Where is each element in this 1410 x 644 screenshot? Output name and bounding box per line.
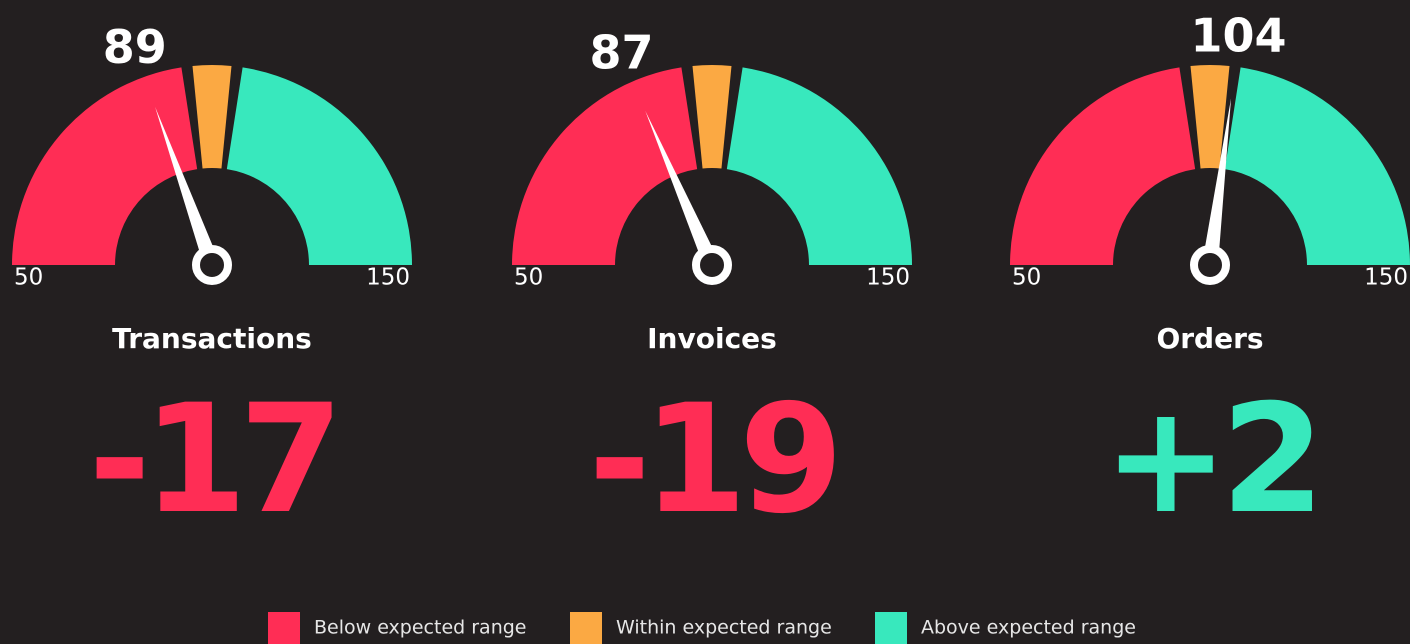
legend-label: Within expected range [616,617,832,639]
range-min-label: 50 [514,265,543,291]
gauge-delta: -17 [89,373,336,547]
legend-swatch [875,612,907,644]
gauge-band [512,67,698,265]
needle [155,106,220,268]
gauge-delta: -19 [589,373,836,547]
gauge-band [726,67,912,265]
gauge-title: Transactions [112,322,312,355]
gauge-band [1190,65,1230,169]
legend-label: Above expected range [921,617,1136,639]
range-min-label: 50 [1012,265,1041,291]
needle [1202,98,1232,267]
legend-swatch [268,612,300,644]
range-max-label: 150 [866,265,910,291]
gauge-title: Invoices [647,322,777,355]
range-max-label: 150 [1364,265,1408,291]
gauge-band [226,67,412,265]
gauge-band [1224,67,1410,265]
legend-swatch [570,612,602,644]
legend-label: Below expected range [314,617,527,639]
needle [645,110,720,269]
gauge-value: 104 [1191,8,1287,62]
needle-hub [192,245,232,285]
gauge-delta: +2 [1103,373,1317,547]
gauge-band [12,67,198,265]
gauge-band [192,65,232,169]
gauge-band [692,65,732,169]
range-min-label: 50 [14,265,43,291]
gauge-value: 89 [103,20,167,74]
needle-hub [692,245,732,285]
gauge-band [1010,67,1196,265]
gauge-title: Orders [1156,322,1263,355]
needle-hub [1190,245,1230,285]
range-max-label: 150 [366,265,410,291]
gauge-value: 87 [589,25,653,79]
